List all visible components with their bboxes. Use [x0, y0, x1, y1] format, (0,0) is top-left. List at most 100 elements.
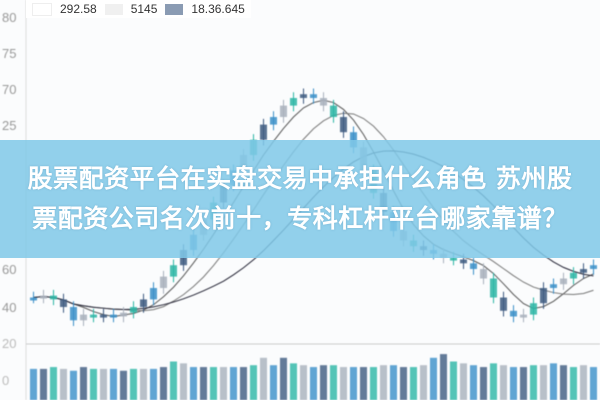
candle-body: [470, 263, 477, 269]
legend-swatch: [165, 3, 184, 15]
volume-bar: [350, 367, 357, 400]
volume-bar: [490, 363, 497, 400]
volume-bar: [210, 367, 217, 400]
price-tick-label: 80: [2, 10, 16, 25]
volume-bar: [480, 367, 487, 400]
candle-body: [460, 259, 467, 264]
volume-bar: [430, 357, 437, 400]
volume-bar: [30, 368, 37, 400]
price-tick-label: 60: [2, 262, 16, 277]
price-tick-label: 75: [2, 46, 16, 61]
candle-body: [450, 257, 457, 261]
volume-bar: [90, 368, 97, 400]
candle-body: [480, 269, 487, 279]
volume-bar: [270, 365, 277, 400]
volume-bar: [230, 367, 237, 400]
volume-bar: [160, 367, 167, 400]
volume-bar: [560, 365, 567, 400]
candle-body: [260, 124, 267, 140]
volume-bar: [550, 363, 557, 400]
volume-bar: [440, 354, 447, 400]
headline-line-1: 股票配资平台在实盘交易中承担什么角色 苏州股: [27, 164, 573, 193]
volume-bar: [200, 367, 207, 400]
volume-bar: [330, 365, 337, 400]
volume-bar: [510, 367, 517, 400]
volume-bar: [540, 365, 547, 400]
candle-body: [50, 295, 57, 300]
headline-line-2: 票配资公司名次前十，专科杠杆平台哪家靠谱？: [32, 204, 568, 233]
candle-body: [140, 299, 147, 307]
volume-bar: [80, 367, 87, 400]
volume-bar: [180, 363, 187, 400]
candle-body: [490, 278, 497, 298]
volume-bar: [120, 370, 127, 400]
volume-bar: [70, 370, 77, 400]
candle-body: [270, 117, 277, 125]
candle-body: [590, 265, 597, 269]
candle-body: [350, 132, 357, 148]
volume-bar: [450, 361, 457, 400]
candle-body: [80, 314, 87, 321]
volume-bar: [220, 367, 227, 400]
legend-value-3: 18.36.645: [191, 2, 245, 16]
volume-bar: [310, 367, 317, 400]
candle-body: [160, 276, 167, 288]
volume-bar: [240, 367, 247, 400]
legend-swatch: [104, 3, 123, 15]
volume-bar: [150, 368, 157, 400]
candle-body: [70, 307, 77, 321]
volume-bar: [140, 368, 147, 400]
volume-bar: [410, 367, 417, 400]
volume-bar: [40, 368, 47, 400]
volume-bar: [520, 367, 527, 400]
candle-body: [110, 314, 117, 318]
volume-bar: [470, 365, 477, 400]
volume-tick-label: 0: [2, 373, 9, 388]
volume-bar: [280, 357, 287, 400]
candle-body: [90, 314, 97, 318]
volume-bar: [590, 367, 597, 400]
volume-bar: [100, 368, 107, 400]
candle-body: [170, 265, 177, 277]
candle-body: [540, 288, 547, 304]
candle-body: [310, 94, 317, 98]
price-tick-label: 25: [2, 118, 16, 133]
candle-body: [340, 117, 347, 133]
price-tick-label: 70: [2, 82, 16, 97]
volume-bar: [110, 368, 117, 400]
volume-bar: [250, 365, 257, 400]
candle-body: [150, 288, 157, 300]
volume-bar: [500, 365, 507, 400]
legend-value-2: 5145: [130, 2, 158, 16]
volume-bar: [300, 365, 307, 400]
volume-bar: [370, 367, 377, 400]
candle-body: [550, 284, 557, 288]
volume-bar: [190, 367, 197, 400]
volume-bar: [50, 367, 57, 400]
candle-body: [580, 269, 587, 273]
candle-body: [100, 314, 107, 318]
volume-bar: [570, 367, 577, 400]
volume-bar: [420, 365, 427, 400]
price-tick-label: 40: [2, 300, 16, 315]
candle-body: [120, 312, 127, 317]
volume-bar: [360, 367, 367, 400]
volume-bar: [170, 361, 177, 400]
volume-bar: [530, 365, 537, 400]
candle-body: [530, 303, 537, 315]
headline-banner: 股票配资平台在实盘交易中承担什么角色 苏州股 票配资公司名次前十，专科杠杆平台哪…: [0, 140, 600, 258]
volume-bar: [580, 365, 587, 400]
volume-bar: [290, 363, 297, 400]
volume-bar: [380, 365, 387, 400]
volume-bar: [340, 367, 347, 400]
candle-body: [520, 314, 527, 318]
volume-tick-label: 20: [2, 336, 16, 351]
candle-body: [60, 299, 67, 307]
volume-bar: [260, 357, 267, 400]
candle-body: [510, 310, 517, 317]
legend-value-1: 292.58: [60, 2, 97, 16]
candle-body: [130, 307, 137, 313]
legend-swatch: [32, 2, 52, 16]
volume-bar: [460, 363, 467, 400]
